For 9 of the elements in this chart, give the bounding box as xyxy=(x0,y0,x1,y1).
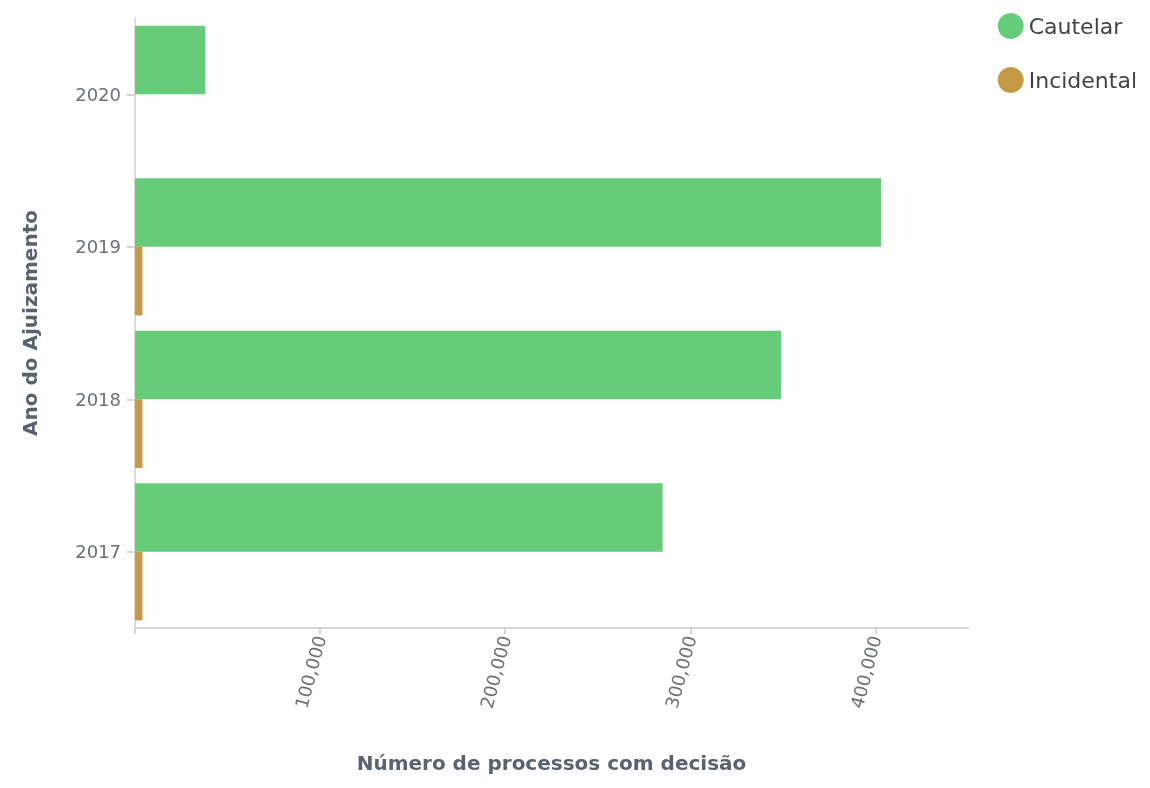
y-axis-title: Ano do Ajuizamento xyxy=(18,210,42,436)
y-tick-label: 2018 xyxy=(75,388,121,410)
y-tick-label: 2017 xyxy=(75,541,121,563)
x-axis-title: Número de processos com decisão xyxy=(356,751,747,775)
legend-label: Cautelar xyxy=(1028,13,1124,39)
x-tick-label: 400,000 xyxy=(846,633,886,711)
y-tick-label: 2020 xyxy=(75,83,121,105)
y-tick-label: 2019 xyxy=(75,236,121,258)
legend-label: Incidental xyxy=(1028,67,1138,93)
